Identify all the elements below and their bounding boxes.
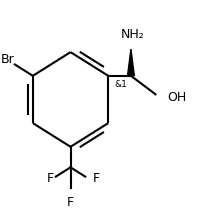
Text: Br: Br — [1, 53, 14, 66]
Text: OH: OH — [167, 91, 186, 104]
Text: &1: &1 — [114, 80, 127, 89]
Text: F: F — [47, 172, 54, 185]
Polygon shape — [128, 49, 134, 76]
Text: F: F — [93, 172, 100, 185]
Text: NH₂: NH₂ — [121, 28, 145, 41]
Text: F: F — [67, 196, 74, 209]
